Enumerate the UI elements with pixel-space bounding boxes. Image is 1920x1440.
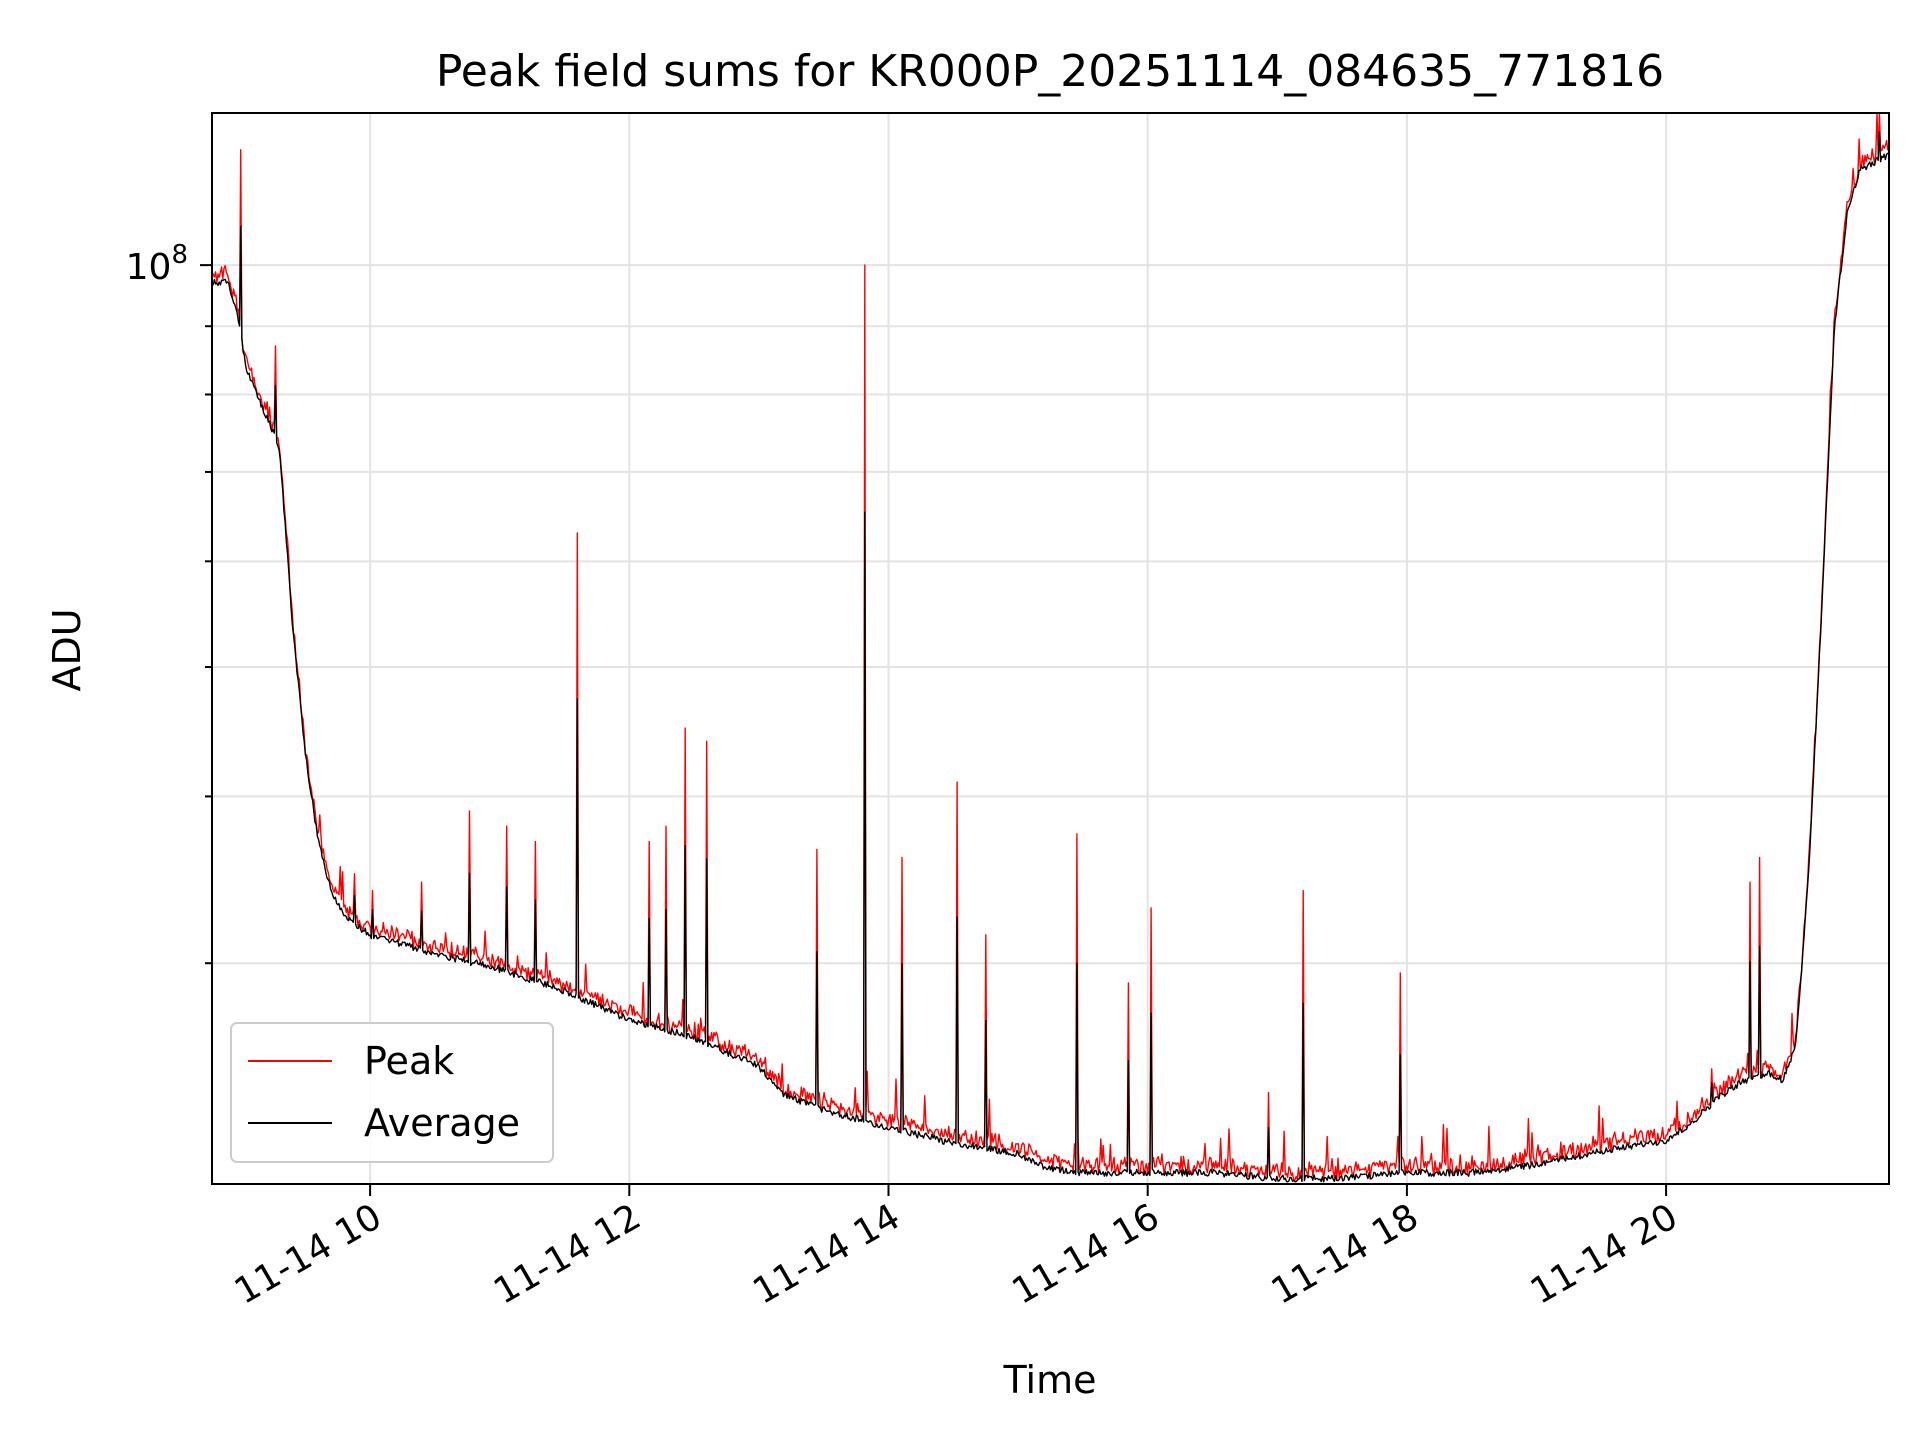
legend-box — [230, 1022, 554, 1163]
legend-label-average: Average — [364, 1101, 520, 1145]
series-line-peak — [211, 112, 1890, 1182]
x-axis-label: Time — [1003, 1358, 1097, 1402]
series-lines — [211, 112, 1890, 1183]
y-tick-label: 108 — [126, 240, 188, 288]
y-axis-label: ADU — [45, 608, 89, 691]
chart-title: Peak field sums for KR000P_20251114_0846… — [436, 46, 1664, 97]
plot-frame — [211, 112, 1890, 1185]
series-line-average — [211, 131, 1890, 1183]
legend-label-peak: Peak — [364, 1039, 454, 1083]
legend: Peak Average — [230, 1022, 554, 1163]
